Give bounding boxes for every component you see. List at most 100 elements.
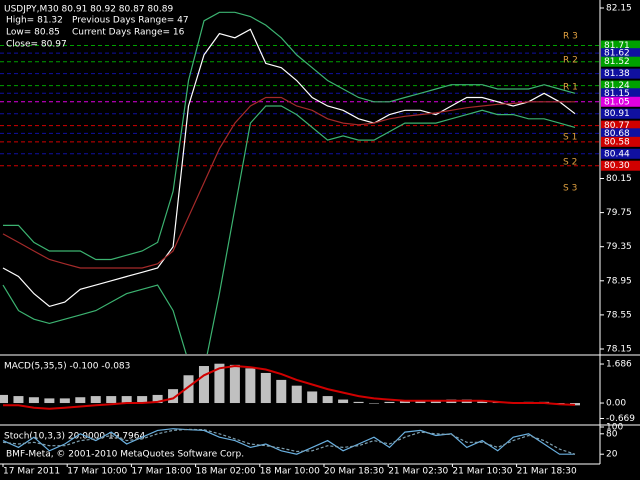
level-box	[601, 160, 640, 171]
histogram-bar	[106, 396, 117, 404]
histogram-bar	[260, 372, 271, 404]
histogram-bar	[353, 401, 364, 404]
level-box	[601, 56, 640, 67]
y-tick-label: 1.686	[606, 360, 632, 370]
level-label: 81.15	[604, 89, 630, 99]
pivot-label: S 3	[563, 184, 577, 194]
y-tick-label: 20	[606, 450, 618, 460]
series-line	[3, 11, 576, 261]
level-label: 80.91	[604, 109, 630, 119]
histogram-bar	[477, 400, 488, 404]
indicator-title: Stoch(10,3,3) 20.0000 19.7964	[4, 432, 145, 442]
level-label: 80.44	[604, 149, 630, 159]
y-tick-label: 80	[606, 429, 618, 439]
histogram-bar	[214, 363, 225, 404]
level-box	[601, 128, 640, 139]
histogram-bar	[384, 401, 395, 404]
pivot-label: S 2	[563, 158, 577, 168]
level-box	[601, 136, 640, 147]
cur-range: Current Days Range= 16	[72, 28, 185, 38]
close: Close= 80.97	[6, 40, 67, 50]
pivot-label: S 1	[563, 133, 577, 143]
x-tick-label: 17 Mar 2011	[3, 467, 60, 477]
histogram-bar	[28, 397, 39, 404]
series-line	[2, 96, 575, 269]
series-line	[2, 428, 576, 455]
x-tick-label: 18 Mar 02:00	[196, 467, 256, 477]
histogram-bar	[291, 385, 302, 404]
histogram-bar	[183, 375, 194, 404]
histogram-bar	[137, 396, 148, 404]
level-box	[601, 88, 640, 99]
histogram-bar	[198, 366, 209, 404]
y-tick-label: 0.00	[606, 399, 626, 409]
series-line	[3, 364, 576, 410]
series-line	[2, 105, 576, 354]
histogram-bar	[415, 400, 426, 404]
histogram-bar	[90, 396, 101, 404]
level-box	[601, 96, 640, 107]
x-tick-label: 21 Mar 02:30	[388, 467, 448, 477]
level-label: 81.62	[604, 49, 630, 59]
x-tick-label: 20 Mar 18:30	[324, 467, 384, 477]
histogram-bar	[152, 394, 163, 404]
pivot-label: R 1	[563, 83, 578, 93]
series-line	[2, 428, 575, 455]
histogram-bar	[44, 398, 55, 404]
y-tick-label: 82.15	[606, 4, 632, 14]
x-tick-label: 21 Mar 10:30	[452, 467, 512, 477]
histogram-bar	[307, 391, 318, 404]
histogram-bar	[399, 400, 410, 404]
y-tick-label: 79.75	[606, 208, 632, 218]
y-tick-label: 78.55	[606, 310, 632, 320]
level-label: 80.58	[604, 137, 630, 147]
symbol-line: USDJPY,M30 80.91 80.92 80.87 80.89	[4, 5, 173, 15]
y-tick-label: -0.669	[606, 414, 635, 424]
pivot-label: R 3	[563, 32, 578, 42]
y-tick-label: 80.15	[606, 174, 632, 184]
y-tick-label: 78.95	[606, 276, 632, 286]
histogram-bar	[0, 394, 8, 404]
histogram-bar	[121, 396, 132, 404]
histogram-bar	[338, 399, 349, 404]
level-box	[601, 40, 640, 51]
level-label: 80.68	[604, 129, 630, 139]
indicator-title: MACD(5,35,5) -0.100 -0.083	[4, 362, 130, 372]
level-label: 81.52	[604, 57, 630, 67]
level-box	[601, 108, 640, 119]
y-tick-label: 78.15	[606, 345, 632, 355]
histogram-bar	[13, 396, 24, 404]
histogram-bar	[369, 403, 380, 404]
histogram-bar	[430, 400, 441, 404]
histogram-bar	[75, 397, 86, 404]
level-label: 81.71	[604, 41, 630, 51]
x-tick-label: 18 Mar 10:00	[260, 467, 320, 477]
histogram-bar	[229, 364, 240, 404]
level-box	[601, 120, 640, 131]
histogram-bar	[168, 389, 179, 404]
prev-range: Previous Days Range= 47	[72, 16, 189, 26]
level-label: 80.77	[604, 121, 630, 131]
low: Low= 80.85	[6, 28, 60, 38]
x-tick-label: 21 Mar 18:30	[517, 467, 577, 477]
histogram-bar	[245, 368, 256, 404]
series-line	[2, 28, 576, 308]
level-box	[601, 80, 640, 91]
level-label: 81.24	[604, 81, 630, 91]
level-box	[601, 48, 640, 59]
level-label: 81.38	[604, 69, 630, 79]
y-tick-label: 100	[606, 423, 623, 433]
histogram-bar	[59, 398, 70, 404]
watermark: BMF-Meta, © 2001-2010 MetaQuotes Softwar…	[6, 450, 244, 460]
histogram-bar	[276, 379, 287, 404]
x-tick-label: 17 Mar 10:00	[67, 467, 127, 477]
level-label: 80.30	[604, 161, 630, 171]
y-tick-label: 79.35	[606, 242, 632, 252]
high: High= 81.32	[6, 16, 63, 26]
pivot-label: R 2	[563, 56, 578, 66]
level-box	[601, 148, 640, 159]
x-tick-label: 17 Mar 18:00	[131, 467, 191, 477]
histogram-bar	[322, 396, 333, 404]
